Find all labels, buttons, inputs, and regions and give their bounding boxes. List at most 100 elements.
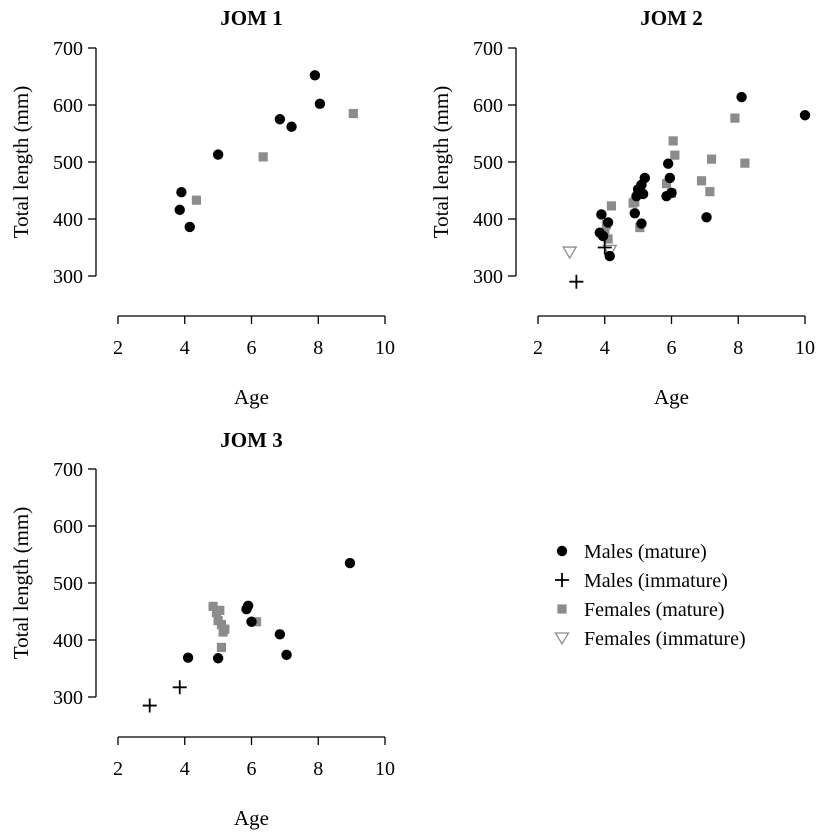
x-tick-label: 6 [247,758,257,780]
y-tick-label: 300 [53,687,83,709]
data-point [215,605,225,615]
data-point [597,230,609,242]
data-point [314,98,326,110]
data-point [281,649,292,661]
x-tick-label: 4 [180,758,190,780]
x-tick-label: 2 [113,758,123,780]
data-point [286,121,297,132]
data-point [666,187,677,198]
data-point [606,201,617,211]
data-point [670,150,680,160]
y-axis-label: Total length (mm) [9,507,33,660]
y-axis-label: Total length (mm) [429,86,453,239]
series-males-mature [182,557,356,664]
data-point [736,91,747,103]
y-tick-label: 600 [473,95,503,117]
y-tick-label: 500 [53,152,83,174]
data-point [629,208,640,219]
x-tick-label: 4 [600,337,610,359]
data-point [630,197,640,207]
data-point [309,70,321,81]
panel-title: JOM 1 [220,6,282,30]
data-point [740,158,750,168]
data-point [664,172,676,184]
data-point [220,624,230,634]
data-point [562,246,578,260]
series-males-immature [569,240,612,289]
panel-3: JOM 3 300 400 500 600 700 2 4 6 8 10 Age Total lengt… [9,428,395,830]
legend-label: Females (mature) [584,599,725,621]
y-tick-label: 400 [53,209,83,231]
data-point [258,152,268,162]
data-point [602,244,618,258]
data-point [636,218,647,229]
data-point [639,172,650,184]
y-tick-label: 500 [53,573,83,595]
legend-marker [555,573,569,587]
series-females-mature [191,108,358,205]
x-tick-label: 10 [375,758,395,780]
y-tick-label: 400 [473,209,503,231]
x-axis-label: Age [654,385,689,409]
x-tick-label: 8 [313,337,323,359]
x-tick-label: 10 [375,337,395,359]
series-males-immature [142,680,187,713]
panel-1: JOM 1 300 400 500 600 700 2 4 6 8 10 Age Total lengt… [9,6,395,409]
data-point [212,149,224,160]
data-point [176,187,187,198]
x-tick-label: 10 [795,337,815,359]
x-tick-label: 6 [667,337,677,359]
x-tick-label: 4 [180,337,190,359]
data-point [274,629,286,640]
data-point [174,204,185,216]
data-point [172,680,187,695]
series-females-immature [562,244,618,260]
data-point [603,234,613,244]
data-point [348,108,358,119]
axes [508,47,806,324]
legend-item: Females (mature) [557,599,725,621]
data-point [604,250,615,262]
data-point [274,114,286,125]
legend-marker [557,604,567,614]
series-males-mature [174,70,326,233]
data-point [184,221,195,233]
data-point [597,240,612,255]
x-axis-label: Age [234,385,269,409]
y-tick-label: 600 [53,95,83,117]
data-point [191,195,202,205]
data-point [142,698,157,713]
y-tick-label: 400 [53,630,83,652]
data-point [701,212,712,223]
y-tick-label: 700 [53,38,83,60]
y-tick-label: 700 [473,38,503,60]
data-point [705,187,715,197]
legend-marker [554,632,570,646]
legend-label: Males (mature) [584,541,707,563]
data-point [596,209,607,220]
legend-item: Males (mature) [556,541,707,563]
y-tick-label: 600 [53,516,83,538]
panel-title: JOM 3 [220,428,282,452]
y-tick-label: 300 [473,266,503,288]
axes [88,47,386,324]
legend-item: Females (immature) [554,628,746,650]
data-point [182,652,194,663]
axes [88,468,386,745]
data-point [216,642,227,653]
x-tick-label: 8 [733,337,743,359]
panel-title: JOM 2 [640,6,702,30]
data-point [730,113,740,123]
data-point [799,110,811,121]
series-females-mature [208,601,262,653]
data-point [246,616,257,627]
series-males-mature [594,91,811,262]
y-tick-label: 700 [53,459,83,481]
legend-label: Males (immature) [584,570,728,592]
legend-marker [556,545,568,557]
y-tick-label: 300 [53,266,83,288]
data-point [661,179,672,189]
data-point [637,188,649,200]
x-tick-label: 8 [313,758,323,780]
